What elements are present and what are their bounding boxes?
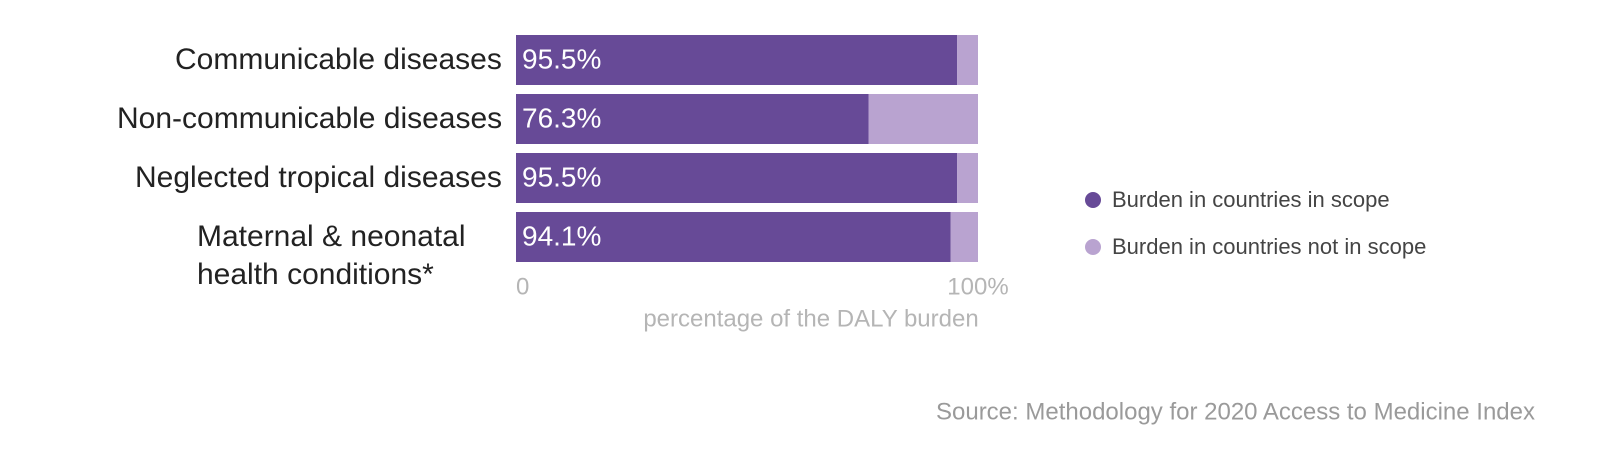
- bar-segment: [950, 212, 978, 262]
- category-label: Maternal & neonatal health conditions*: [197, 220, 466, 291]
- bar-segment: [957, 35, 978, 85]
- value-label: 95.5%: [522, 161, 601, 192]
- x-tick-label: 0: [516, 273, 529, 300]
- bar-segment: [868, 94, 978, 144]
- legend-label: Burden in countries not in scope: [1112, 234, 1426, 259]
- bar-segment: [516, 35, 958, 85]
- value-label: 95.5%: [522, 43, 601, 74]
- x-tick-label: 100%: [947, 273, 1008, 300]
- value-label: 94.1%: [522, 220, 601, 251]
- category-label: Communicable diseases: [175, 43, 502, 76]
- category-label: Non-communicable diseases: [117, 102, 503, 135]
- category-label: Neglected tropical diseases: [135, 161, 502, 194]
- bar-segment: [516, 212, 951, 262]
- bar-segment: [957, 153, 978, 203]
- value-label: 76.3%: [522, 102, 601, 133]
- legend-marker: [1085, 192, 1101, 208]
- legend-label: Burden in countries in scope: [1112, 187, 1390, 212]
- bar-segment: [516, 94, 869, 144]
- legend-marker: [1085, 239, 1101, 255]
- source: Source: Methodology for 2020 Access to M…: [936, 398, 1535, 425]
- x-axis-label: percentage of the DALY burden: [643, 305, 978, 332]
- bar-segment: [516, 153, 958, 203]
